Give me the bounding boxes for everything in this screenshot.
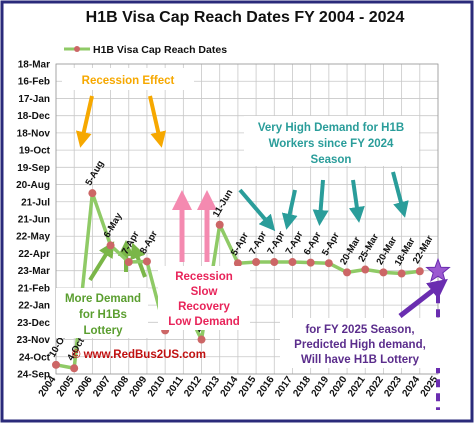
- y-tick-label: 24-Sep: [17, 370, 50, 381]
- data-point-marker: [415, 267, 424, 276]
- data-point-marker: [197, 335, 206, 344]
- more-demand-box: [56, 288, 148, 338]
- y-tick-label: 24-Oct: [19, 352, 51, 363]
- y-tick-label: 18-Nov: [17, 128, 51, 139]
- plot-area-border: [55, 63, 439, 375]
- demand-arrow-1: [238, 188, 276, 232]
- slow-recovery-line-2: Slow: [191, 286, 218, 298]
- demand-arrow-3: [312, 179, 329, 226]
- fy2025-prediction-line-3: Will have H1B Lottery: [301, 354, 420, 366]
- very-high-demand-line-1: Very High Demand for H1B: [258, 122, 404, 134]
- y-tick-label: 23-Nov: [17, 335, 51, 346]
- data-point-marker: [288, 258, 297, 267]
- fy2025-forecast-star: [425, 257, 451, 283]
- data-point-marker: [142, 257, 151, 266]
- y-tick-label: 17-Jan: [18, 94, 50, 105]
- very-high-demand-line-2: Workers since FY 2024: [269, 138, 394, 150]
- slow-recovery-box: [158, 266, 250, 330]
- data-point-marker: [324, 259, 333, 268]
- y-tick-label: 20-Aug: [16, 180, 50, 191]
- slow-recovery-line-3: Recovery: [178, 301, 230, 313]
- data-point-marker: [252, 258, 261, 267]
- y-tick-label: 21-Jul: [21, 197, 50, 208]
- data-point-marker: [88, 189, 97, 198]
- legend-label: H1B Visa Cap Reach Dates: [93, 44, 227, 56]
- y-tick-label: 16-Feb: [18, 77, 50, 88]
- slow-recovery-line-4: Low Demand: [168, 316, 240, 328]
- very-high-demand-line-3: Season: [311, 154, 352, 166]
- data-point-marker: [52, 360, 60, 369]
- data-point-marker: [124, 258, 133, 267]
- data-point-marker: [215, 220, 224, 229]
- y-tick-label: 23-Mar: [18, 266, 50, 277]
- more-demand-line-1: More Demand: [65, 293, 141, 305]
- recession-effect-text: Recession Effect: [82, 75, 175, 87]
- fy2025-arrow: [398, 278, 448, 318]
- y-tick-label: 22-Apr: [18, 249, 50, 260]
- more-demand-line-2: for H1Bs: [79, 309, 127, 321]
- chart-legend: H1B Visa Cap Reach Dates: [64, 44, 227, 56]
- recession-effect-box: [62, 68, 194, 90]
- slow-recovery-line-1: Recession: [175, 271, 233, 283]
- data-point-marker: [70, 364, 79, 373]
- y-axis-tick-labels: 18-Mar 16-Feb 17-Jan 18-Dec 18-Nov 19-Oct 19-S…: [16, 60, 51, 381]
- data-point-marker: [343, 268, 352, 277]
- data-point-marker: [361, 265, 370, 274]
- y-tick-label: 22-May: [16, 232, 50, 243]
- demand-arrow-2: [281, 189, 298, 230]
- annotation-arrows: [75, 95, 448, 318]
- demand-arrow-4: [348, 179, 365, 223]
- fy2025-prediction-line-1: for FY 2025 Season,: [305, 324, 414, 336]
- more-demand-arrow-3: [130, 242, 147, 278]
- y-tick-label: 22-Jan: [18, 301, 50, 312]
- data-point-marker: [306, 258, 315, 267]
- very-high-demand-box: [244, 116, 419, 166]
- y-tick-label: 18-Mar: [18, 60, 50, 71]
- y-tick-label: 23-Dec: [17, 318, 50, 329]
- y-tick-label: 21-Jun: [18, 215, 50, 226]
- data-point-marker: [379, 268, 388, 277]
- chart-annotations: Recession Effect Very High Demand for H1…: [56, 68, 440, 368]
- chart-title: H1B Visa Cap Reach Dates FY 2004 - 2024: [86, 9, 405, 26]
- data-point-marker: [233, 259, 242, 268]
- data-point-marker: [397, 269, 406, 278]
- y-tick-label: 19-Sep: [17, 163, 50, 174]
- website-credit: © www.RedBus2US.com: [72, 349, 206, 361]
- more-demand-arrow-1: [88, 241, 115, 282]
- recession-arrow-2: [148, 95, 167, 148]
- data-point-marker: [270, 258, 279, 267]
- more-demand-line-3: Lottery: [84, 325, 124, 337]
- y-tick-label: 18-Dec: [17, 111, 50, 122]
- fy2025-prediction-line-2: Predicted High demand,: [294, 339, 426, 351]
- y-tick-label: 19-Oct: [19, 146, 51, 157]
- demand-arrow-5: [391, 171, 409, 218]
- data-point-marker: [106, 241, 115, 250]
- legend-marker-swatch: [74, 46, 80, 52]
- y-tick-label: 21-Feb: [18, 283, 50, 294]
- recession-arrow-1: [75, 95, 94, 148]
- fy2025-prediction-box: [280, 318, 440, 368]
